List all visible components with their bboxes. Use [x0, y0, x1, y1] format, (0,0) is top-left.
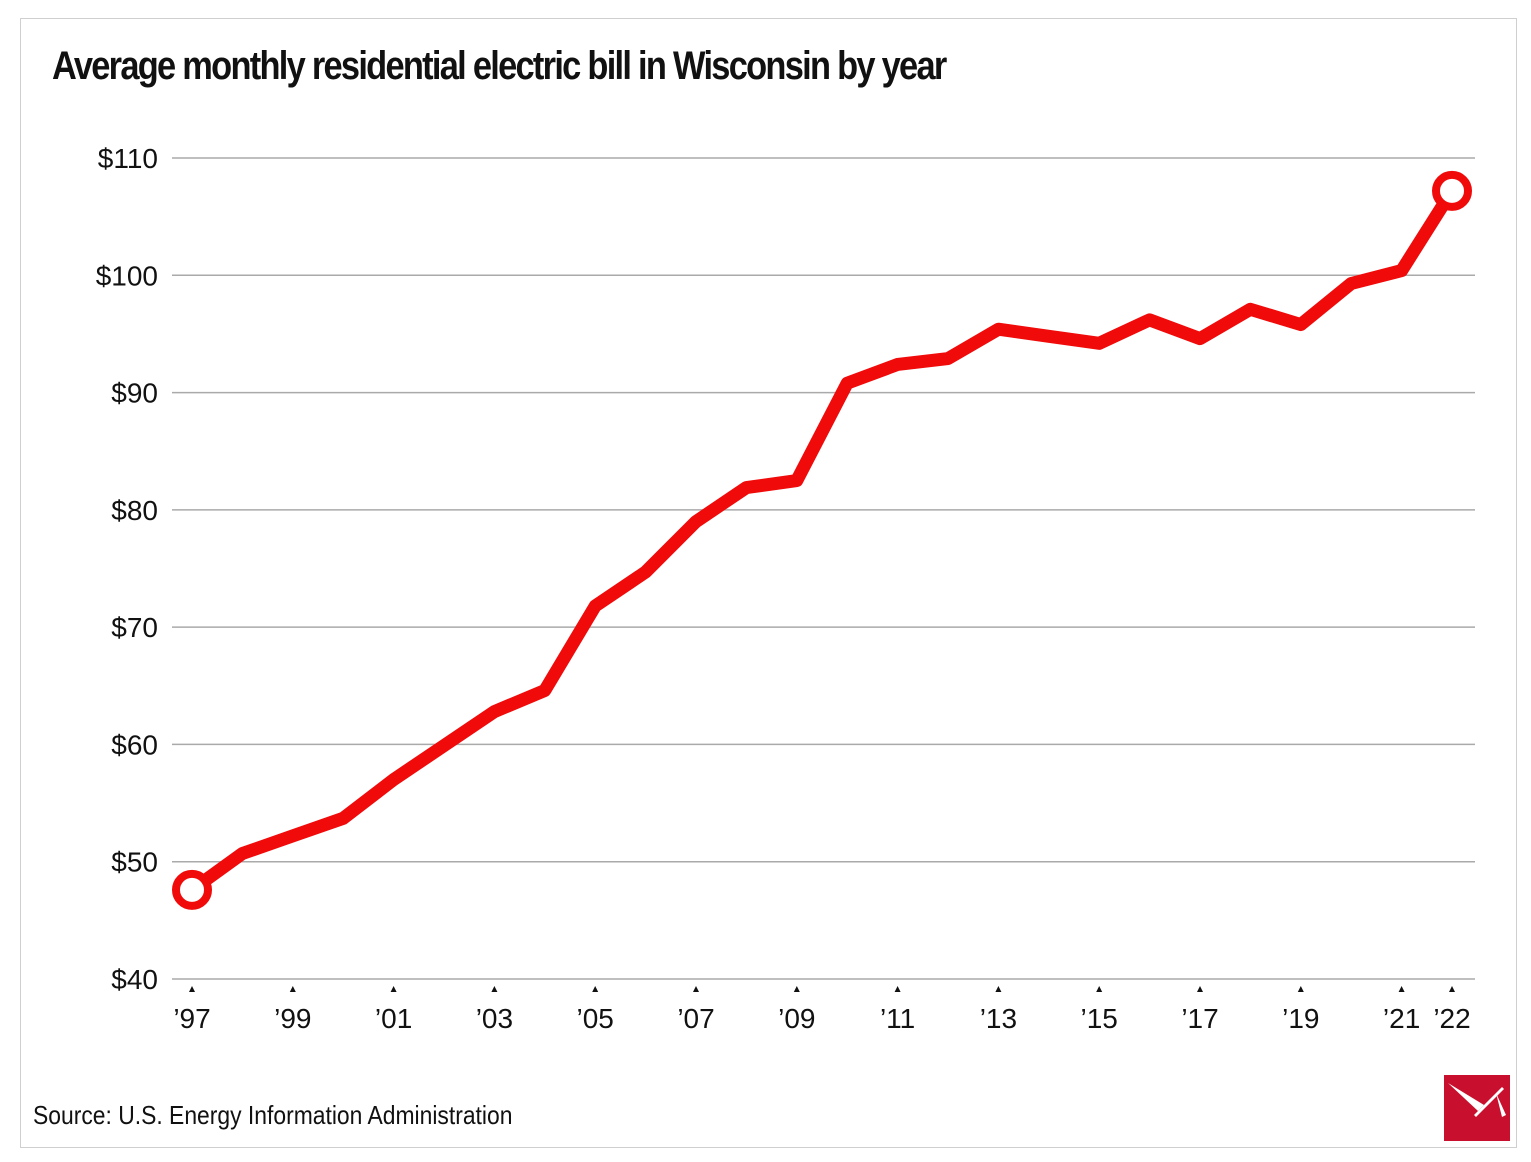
- y-tick-label: $80: [111, 495, 158, 526]
- x-tick-mark: [592, 986, 599, 992]
- x-tick-mark: [995, 986, 1002, 992]
- y-tick-label: $100: [96, 260, 158, 291]
- x-tick-mark: [491, 986, 498, 992]
- x-tick-label: ’11: [880, 1003, 915, 1034]
- x-tick-mark: [894, 986, 901, 992]
- publisher-logo-icon: [1444, 1075, 1510, 1141]
- x-tick-label: ’13: [980, 1003, 1017, 1034]
- x-tick-label: ’07: [677, 1003, 714, 1034]
- x-tick-label: ’19: [1282, 1003, 1319, 1034]
- x-tick-label: ’17: [1181, 1003, 1218, 1034]
- y-tick-label: $90: [111, 378, 158, 409]
- x-tick-mark: [1297, 986, 1304, 992]
- data-point: [1432, 170, 1472, 211]
- y-tick-label: $60: [111, 729, 158, 760]
- x-tick-mark: [1398, 986, 1405, 992]
- x-tick-label: ’99: [274, 1003, 311, 1034]
- x-tick-mark: [189, 986, 195, 992]
- x-tick-label: ’05: [577, 1003, 614, 1034]
- x-tick-label: ’15: [1081, 1003, 1118, 1034]
- series-line: [185, 184, 1459, 897]
- x-tick-label: ’09: [778, 1003, 815, 1034]
- x-tick-mark: [793, 986, 800, 992]
- x-tick-mark: [289, 986, 296, 992]
- chart-border: [20, 18, 1517, 1148]
- x-tick-label: ’01: [375, 1003, 412, 1034]
- x-tick-mark: [390, 986, 397, 992]
- y-tick-label: $70: [111, 612, 158, 643]
- x-tick-label: ’97: [173, 1003, 210, 1034]
- y-tick-label: $40: [111, 964, 158, 995]
- x-tick-mark: [1096, 986, 1103, 992]
- x-tick-mark: [693, 986, 699, 992]
- x-tick-mark: [1197, 986, 1203, 992]
- data-point: [172, 869, 212, 910]
- x-tick-label: ’22: [1433, 1003, 1470, 1034]
- x-tick-mark: [1449, 986, 1455, 992]
- x-tick-label: ’21: [1383, 1003, 1420, 1034]
- x-tick-label: ’03: [476, 1003, 513, 1034]
- y-tick-label: $50: [111, 847, 158, 878]
- chart-title: Average monthly residential electric bil…: [52, 44, 947, 88]
- y-tick-label: $110: [98, 143, 158, 174]
- source-note: Source: U.S. Energy Information Administ…: [33, 1100, 513, 1130]
